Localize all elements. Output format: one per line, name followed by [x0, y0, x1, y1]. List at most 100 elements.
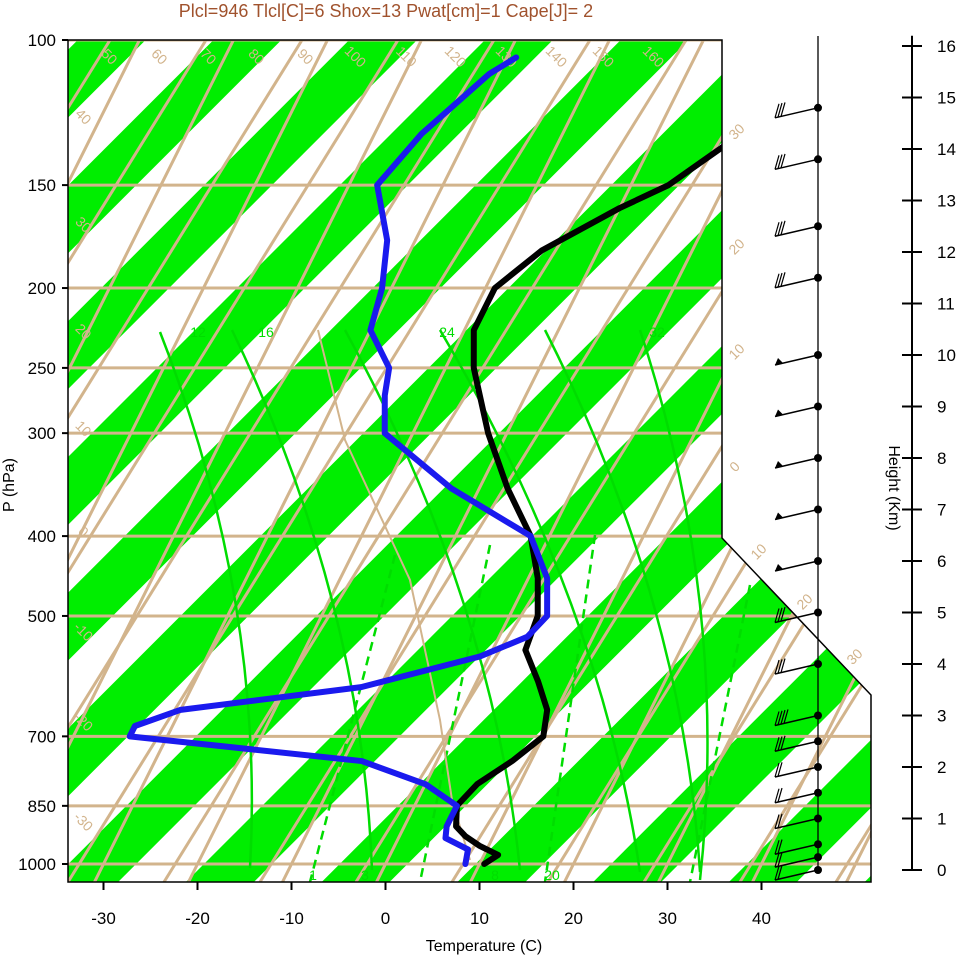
- wind-feather: [777, 607, 783, 622]
- chart-title: Plcl=946 Tlcl[C]=6 Shox=13 Pwat[cm]=1 Ca…: [179, 1, 593, 21]
- wind-flag: [775, 564, 783, 571]
- wind-barb: [774, 611, 819, 624]
- wind-feather: [777, 839, 783, 854]
- wind-flag: [775, 409, 783, 417]
- height-tick-label: 11: [937, 295, 955, 314]
- adiabat-band: [593, 40, 871, 882]
- temperature-line: [453, 54, 871, 867]
- adiabat-band: [68, 40, 418, 882]
- isotherm-label: 10: [747, 540, 769, 562]
- dry-adiabat: [68, 40, 496, 882]
- p-tick-label: 150: [28, 176, 56, 195]
- height-tick-label: 0: [937, 861, 946, 880]
- wind-barb: [774, 714, 819, 727]
- dry-adiabat: [68, 40, 304, 882]
- dry-adiabat: [642, 40, 871, 882]
- moist-adiabats: [158, 329, 709, 881]
- wind-feather: [774, 814, 780, 829]
- mixing-ratio-label: 20: [544, 867, 560, 883]
- dewpoint-line: [126, 54, 551, 867]
- wind-barb: [774, 740, 819, 752]
- moist-adiabat-label: 32: [649, 324, 665, 340]
- dry-adiabat: [68, 40, 208, 882]
- isotherm-label: 140: [543, 43, 571, 71]
- mixing-ratio-lines: [308, 534, 752, 882]
- height-tick-label: 15: [937, 89, 956, 108]
- wind-feather: [777, 102, 783, 118]
- height-tick-label: 5: [937, 604, 946, 623]
- isotherm: [68, 40, 141, 882]
- p-tick-label: 400: [28, 527, 56, 546]
- wind-feather: [777, 154, 783, 169]
- wind-barb: [774, 817, 819, 830]
- isotherm-label: 10: [725, 340, 747, 362]
- x-tick-label: 0: [381, 909, 390, 928]
- wind-feather: [777, 813, 783, 828]
- isotherm: [68, 40, 329, 882]
- height-tick-label: 14: [937, 140, 956, 159]
- adiabat-band: [68, 40, 553, 882]
- moist-adiabat-label: 24: [439, 324, 455, 340]
- wind-feather: [777, 659, 783, 674]
- p-tick-label: 300: [28, 424, 56, 443]
- wind-feather: [780, 102, 786, 117]
- height-tick-label: 2: [937, 758, 946, 777]
- wind-feather: [774, 659, 780, 675]
- wind-barb: [774, 508, 819, 521]
- x-tick-label: -10: [279, 909, 304, 928]
- p-tick-label: 850: [28, 797, 56, 816]
- wind-barb: [774, 225, 819, 237]
- temperature-axis: -30 -20 -10 0 10 20 30 40: [91, 882, 771, 928]
- height-tick-label: 12: [937, 243, 956, 262]
- wind-barb-column: [774, 36, 822, 881]
- p-tick-label: 250: [28, 359, 56, 378]
- height-axis-label: Height (Km): [885, 445, 902, 530]
- wind-barb: [774, 277, 819, 289]
- pressure-axis: 100 150 200 250 300 400 500 700 850 1000: [18, 31, 68, 874]
- mixing-ratio-line: [688, 584, 752, 882]
- wind-feather: [783, 709, 789, 724]
- mixing-ratio-line: [308, 554, 397, 882]
- wind-feather: [780, 153, 786, 169]
- mixing-ratio-label: 8: [491, 867, 499, 883]
- p-tick-label: 1000: [18, 855, 56, 874]
- frame-outline: [67, 39, 872, 883]
- height-tick-label: 6: [937, 552, 946, 571]
- wind-flag: [775, 358, 783, 365]
- isotherm-label: -30: [71, 809, 97, 835]
- moist-adiabat: [230, 329, 374, 871]
- wind-barb: [774, 663, 819, 675]
- wind-barb: [774, 457, 819, 469]
- wind-feather: [774, 762, 780, 778]
- sounding-profiles: [126, 54, 871, 867]
- wind-feather: [777, 787, 783, 803]
- mixing-ratio-line: [418, 544, 492, 882]
- wind-feather: [774, 711, 780, 726]
- wind-feather: [777, 221, 783, 236]
- dry-adiabat: [738, 40, 871, 882]
- isotherm: [68, 40, 235, 882]
- p-tick-label: 500: [28, 607, 56, 626]
- wind-feather: [777, 865, 783, 880]
- wind-feather: [774, 852, 780, 868]
- moist-adiabat: [158, 331, 254, 869]
- height-tick-label: 16: [937, 37, 956, 56]
- wind-feather: [777, 852, 783, 867]
- wind-feather: [774, 608, 780, 623]
- y-axis-label: P (hPa): [1, 458, 18, 512]
- height-tick-label: 13: [937, 192, 956, 211]
- height-tick-label: 8: [937, 449, 946, 468]
- dry-adiabat: [258, 40, 784, 882]
- wind-feather: [780, 606, 786, 622]
- mixing-ratio-line: [543, 534, 597, 882]
- mixing-ratio-label: 3: [361, 867, 369, 883]
- moist-adiabat: [638, 329, 709, 881]
- wind-flag: [775, 461, 783, 468]
- wind-barb: [774, 856, 819, 868]
- p-tick-label: 200: [28, 279, 56, 298]
- wind-flag: [775, 512, 783, 520]
- isotherm-label: 30: [725, 120, 747, 142]
- isotherm-label: 0: [726, 458, 743, 475]
- wind-barb: [774, 158, 819, 171]
